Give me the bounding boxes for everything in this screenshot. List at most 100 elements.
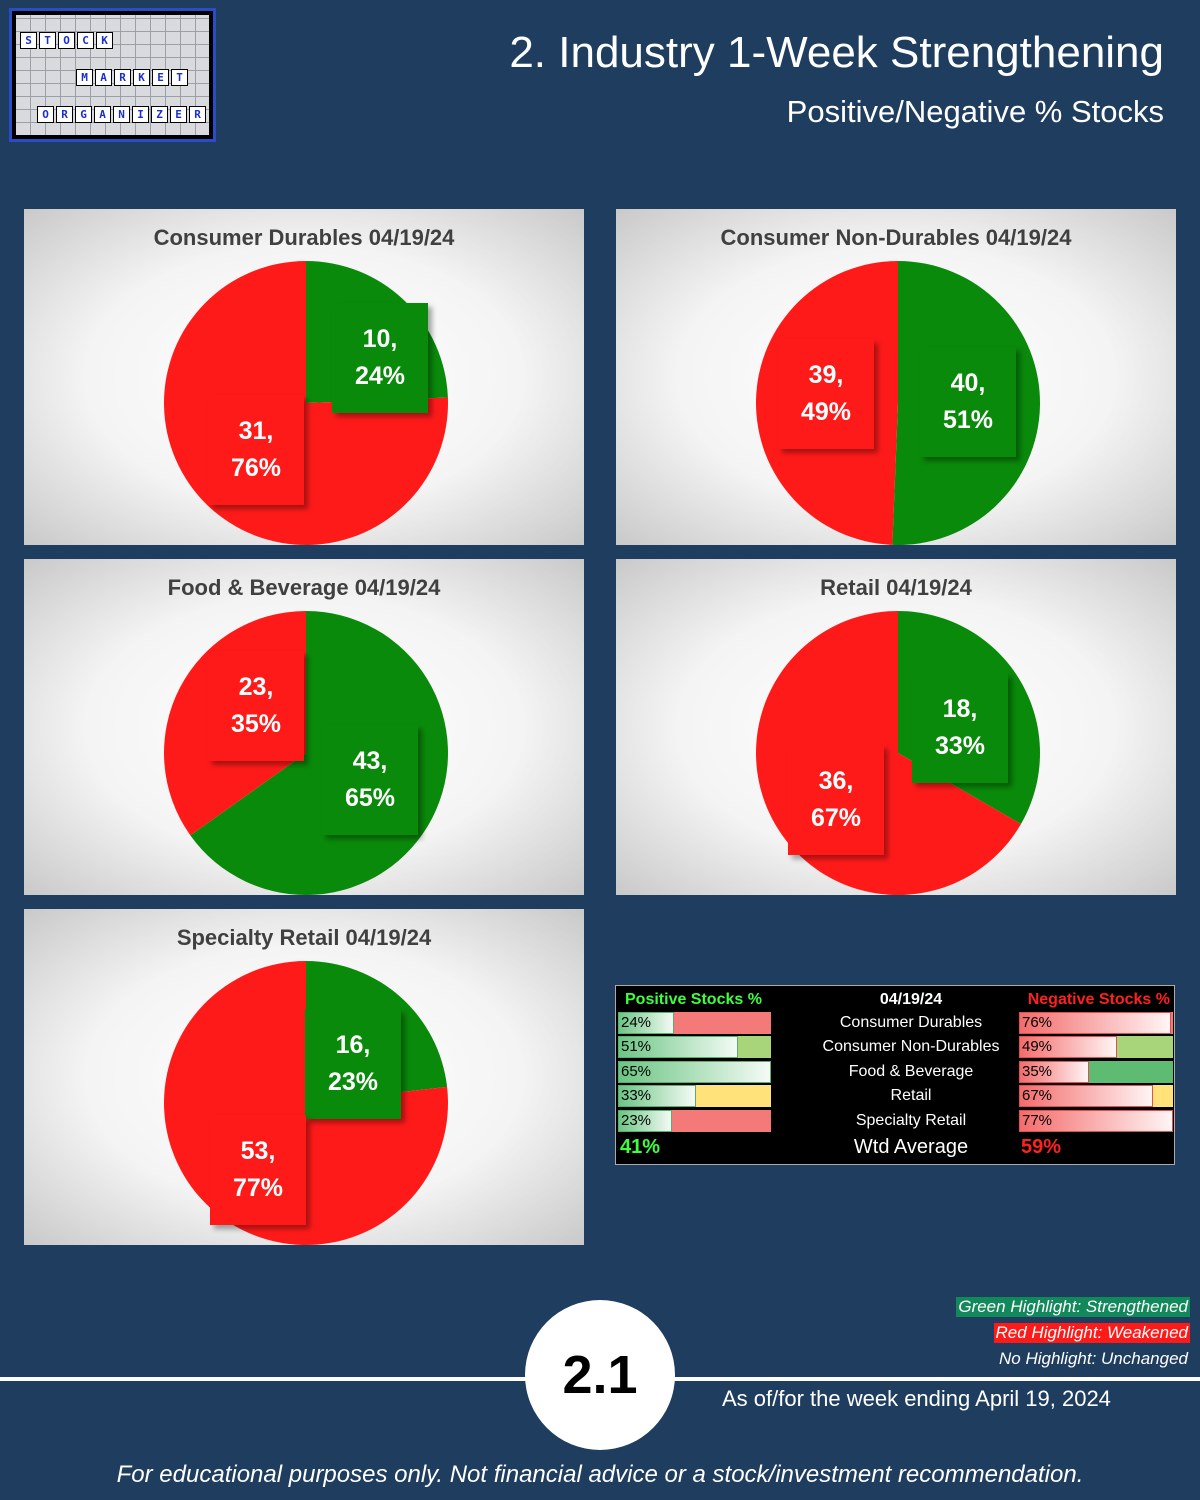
positive-value: 23% bbox=[621, 1111, 652, 1129]
industry-name: Consumer Non-Durables bbox=[822, 1038, 1000, 1056]
negative-data-bar bbox=[1019, 1060, 1089, 1083]
logo-letter: K bbox=[96, 32, 113, 49]
chart-title: Specialty Retail 04/19/24 bbox=[176, 925, 432, 950]
positive-percent: 23% bbox=[327, 1068, 379, 1096]
section-number-badge: 2.1 bbox=[525, 1300, 675, 1450]
negative-percent: 35% bbox=[230, 710, 282, 738]
negative-value: 77% bbox=[1022, 1111, 1053, 1129]
negative-count: 36, bbox=[818, 767, 854, 795]
positive-slice-label: 43, 65% bbox=[322, 725, 418, 835]
positive-data-bar bbox=[618, 1060, 771, 1083]
wtd-average-label: Wtd Average bbox=[853, 1136, 969, 1158]
positive-cell: 65% bbox=[618, 1060, 771, 1083]
industry-name: Food & Beverage bbox=[848, 1062, 974, 1080]
chart-panel-specialty-retail: Specialty Retail 04/19/24 16, 23% 53, 77% bbox=[24, 909, 584, 1245]
logo-letter: K bbox=[133, 69, 150, 86]
negative-cell: 35% bbox=[1019, 1060, 1173, 1083]
chart-title: Consumer Durables 04/19/24 bbox=[153, 225, 455, 250]
page-title: 2. Industry 1-Week Strengthening bbox=[509, 28, 1164, 77]
wtd-average-negative: 59% bbox=[1021, 1136, 1062, 1158]
logo-letter: M bbox=[76, 69, 93, 86]
logo-letter: N bbox=[113, 106, 130, 123]
chart-title: Consumer Non-Durables 04/19/24 bbox=[720, 225, 1072, 250]
pie-chart-retail bbox=[756, 611, 1040, 895]
chart-title: Food & Beverage 04/19/24 bbox=[167, 575, 441, 600]
positive-value: 33% bbox=[621, 1087, 652, 1105]
positive-percent: 33% bbox=[934, 732, 986, 760]
positive-percent: 24% bbox=[354, 362, 406, 390]
negative-value: 67% bbox=[1022, 1087, 1053, 1105]
logo-letter: R bbox=[114, 69, 131, 86]
logo-letter: Z bbox=[151, 106, 168, 123]
negative-value: 35% bbox=[1022, 1062, 1053, 1080]
positive-percent: 65% bbox=[344, 784, 396, 812]
negative-cell: 49% bbox=[1019, 1036, 1173, 1059]
positive-data-bar bbox=[618, 1036, 739, 1059]
logo-letter: S bbox=[20, 32, 37, 49]
negative-slice-label: 53, 77% bbox=[210, 1115, 306, 1225]
negative-percent: 49% bbox=[800, 398, 852, 426]
positive-cell: 23% bbox=[618, 1109, 771, 1132]
positive-percent: 51% bbox=[942, 406, 994, 434]
negative-cell: 67% bbox=[1019, 1085, 1173, 1108]
industry-name: Specialty Retail bbox=[855, 1111, 967, 1129]
disclaimer: For educational purposes only. Not finan… bbox=[116, 1461, 1084, 1488]
negative-data-bar bbox=[1019, 1109, 1173, 1132]
chart-panel-food-beverage: Food & Beverage 04/19/24 43, 65% 23, 35% bbox=[24, 559, 584, 895]
date-header: 04/19/24 bbox=[879, 991, 943, 1008]
negative-slice-label: 31, 76% bbox=[208, 395, 304, 505]
positive-slice-label: 16, 23% bbox=[305, 1009, 401, 1119]
pie-chart-food-beverage bbox=[163, 611, 449, 895]
positive-slice-label: 10, 24% bbox=[332, 303, 428, 413]
page-subtitle: Positive/Negative % Stocks bbox=[786, 94, 1164, 129]
negative-slice-label: 39, 49% bbox=[778, 339, 874, 449]
negative-count: 53, bbox=[240, 1137, 276, 1165]
positive-count: 16, bbox=[335, 1031, 371, 1059]
positive-count: 40, bbox=[950, 369, 986, 397]
industry-name: Retail bbox=[890, 1087, 932, 1105]
logo-letter: C bbox=[77, 32, 94, 49]
logo-letter: I bbox=[132, 106, 149, 123]
positive-slice-label: 18, 33% bbox=[912, 673, 1008, 783]
logo-letter: R bbox=[56, 106, 73, 123]
negative-percent: 77% bbox=[232, 1174, 284, 1202]
negative-data-bar bbox=[1019, 1012, 1171, 1034]
legend-no-highlight: No Highlight: Unchanged bbox=[998, 1349, 1188, 1368]
negative-count: 23, bbox=[238, 673, 274, 701]
positive-value: 24% bbox=[621, 1014, 652, 1031]
positive-data-bar bbox=[618, 1012, 675, 1034]
industry-name: Consumer Durables bbox=[839, 1014, 983, 1031]
as-of-date: As of/for the week ending April 19, 2024 bbox=[722, 1386, 1111, 1411]
negative-value: 49% bbox=[1022, 1038, 1053, 1056]
negative-slice-label: 36, 67% bbox=[788, 745, 884, 855]
logo-letter: A bbox=[94, 106, 111, 123]
negative-data-bar bbox=[1019, 1036, 1117, 1059]
positive-cell: 51% bbox=[618, 1036, 771, 1059]
legend-red-highlight: Red Highlight: Weakened bbox=[993, 1323, 1190, 1343]
negative-percent: 67% bbox=[810, 804, 862, 832]
pie-chart-consumer-non-durables bbox=[755, 261, 1040, 545]
logo-letter: A bbox=[95, 69, 112, 86]
positive-count: 18, bbox=[942, 695, 978, 723]
positive-header: Positive Stocks % bbox=[625, 991, 762, 1008]
positive-value: 65% bbox=[621, 1062, 652, 1080]
logo-letter: E bbox=[152, 69, 169, 86]
logo-letter: E bbox=[170, 106, 187, 123]
logo-letter: O bbox=[58, 32, 75, 49]
logo-letter: G bbox=[75, 106, 92, 123]
negative-count: 31, bbox=[238, 417, 274, 445]
negative-data-bar bbox=[1019, 1085, 1153, 1108]
positive-count: 10, bbox=[362, 325, 398, 353]
negative-slice-label: 23, 35% bbox=[208, 651, 304, 761]
summary-table: Positive Stocks % 04/19/24 Negative Stoc… bbox=[615, 985, 1175, 1165]
negative-value: 76% bbox=[1022, 1014, 1053, 1031]
negative-count: 39, bbox=[808, 361, 844, 389]
positive-slice-label: 40, 51% bbox=[920, 347, 1016, 457]
pie-chart-consumer-durables bbox=[163, 261, 448, 545]
chart-panel-retail: Retail 04/19/24 18, 33% 36, 67% bbox=[616, 559, 1176, 895]
chart-panel-consumer-durables: Consumer Durables 04/19/24 10, 24% 31, 76% bbox=[24, 209, 584, 545]
negative-cell: 76% bbox=[1019, 1012, 1173, 1034]
